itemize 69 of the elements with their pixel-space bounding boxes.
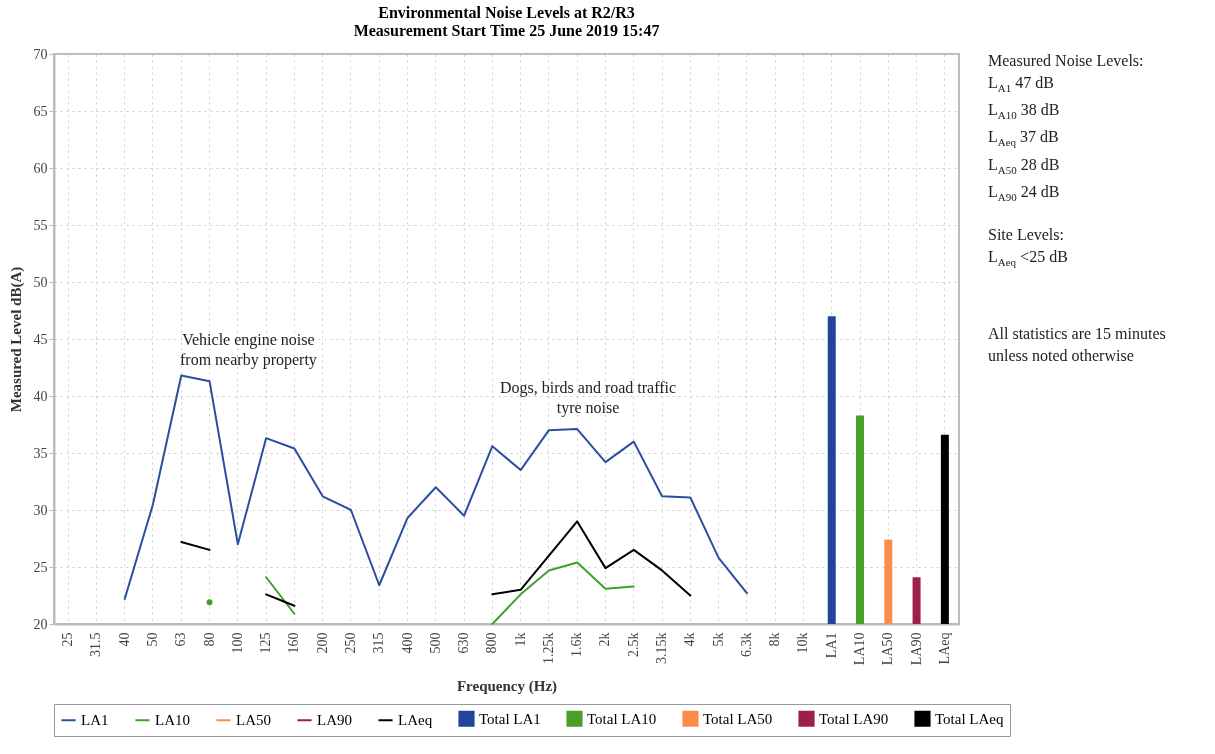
x-tick-label: 5k [710,632,726,647]
legend-label: Total LAeq [935,710,1005,727]
text: L$_{A90}$ 24 dB [988,181,1061,205]
y-tick-label: 25 [33,559,48,575]
x-tick-label: LA10 [852,632,868,666]
x-tick-label: LA90 [908,632,924,666]
x-tick-label: LA1 [823,632,839,659]
legend-label: Total LA90 [819,710,889,727]
y-tick-label: 45 [33,331,48,347]
text: L$_{Aeq}$ <25 dB [988,246,1069,271]
x-tick-label: 400 [399,632,415,654]
x-tick-label: LAeq [936,632,952,665]
x-tick-label: 10k [795,632,811,654]
x-tick-label: 1.25k [540,632,556,664]
legend-label: Total LA50 [703,710,773,727]
x-tick-label: 4k [682,632,698,647]
legend-label: LA1 [81,712,109,729]
x-tick-label: 125 [258,632,274,654]
text: Site Levels: [988,224,1065,245]
x-tick-label: 63 [173,632,189,647]
text: L$_{A50}$ 28 dB [988,154,1061,178]
x-tick-label: 31.5 [88,632,104,657]
x-tick-label: 50 [144,632,160,647]
text: L$_{A1}$ 47 dB [988,73,1055,97]
line-series [123,374,748,600]
y-tick-label: 65 [33,103,48,119]
annotation: Vehicle engine noise from nearby property [180,330,317,370]
x-tick-label: 8k [767,632,783,647]
x-tick-label: 6.3k [738,632,754,657]
y-tick-label: 55 [33,217,48,233]
y-tick-label: 40 [33,388,48,404]
text: L$_{A10}$ 38 dB [988,100,1061,124]
x-axis-title: Frequency (Hz) [456,678,558,696]
x-tick-label: 2.5k [625,632,641,657]
y-tick-label: 30 [33,502,48,518]
y-tick-label: 20 [33,616,48,632]
legend-label: Total LA10 [587,710,657,727]
x-tick-label: 3.15k [654,632,670,664]
legend-label: LA50 [236,712,271,729]
x-tick-label: 40 [116,632,132,647]
x-tick-label: LA50 [880,632,896,666]
text: All statistics are 15 minutes unless noted otherwise [988,324,1167,367]
y-tick-label: 60 [33,160,48,176]
x-tick-label: 160 [286,632,302,654]
text: L$_{Aeq}$ 37 dB [988,127,1060,151]
x-tick-label: 200 [314,632,330,654]
x-tick-label: 2k [597,632,613,647]
x-tick-label: 500 [427,632,443,654]
x-tick-label: 800 [484,632,500,654]
x-tick-label: 100 [229,632,245,654]
y-tick-label: 35 [33,445,48,461]
x-tick-label: 80 [201,632,217,647]
y-tick-label: 70 [33,46,48,62]
legend-label: LAeq [398,712,433,729]
legend-label: Total LA1 [479,710,541,727]
legend-label: LA10 [155,712,190,729]
x-tick-label: 1.6k [569,632,585,657]
annotation: Dogs, birds and road traffic tyre noise [500,378,677,418]
chart-title: Environmental Noise Levels at R2/R3 [378,4,635,21]
x-tick-label: 630 [456,632,472,654]
text: Measured Noise Levels: [988,51,1145,71]
x-tick-label: 1k [512,632,528,647]
x-tick-label: 25 [60,632,76,647]
y-tick-label: 50 [33,274,48,290]
x-tick-label: 250 [342,632,358,654]
chart-subtitle: Measurement Start Time 25 June 2019 15:47 [353,22,660,39]
x-tick-label: 315 [371,632,387,654]
y-axis-title: Measured Level dB(A) [7,266,25,413]
legend-label: LA90 [317,712,352,729]
